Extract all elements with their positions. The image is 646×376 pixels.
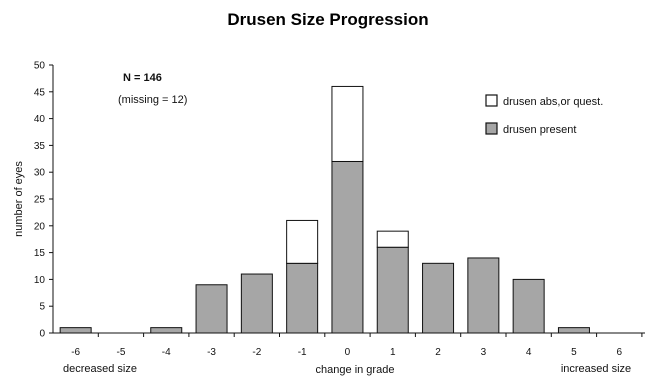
bar-drusen-present-1 (376, 246, 409, 334)
y-tick-label: 15 (34, 248, 46, 259)
y-tick-label: 5 (39, 302, 45, 313)
bar-drusen-present-2 (422, 262, 455, 334)
y-tick-label: 25 (34, 195, 46, 206)
y-tick-label: 0 (39, 329, 45, 340)
bar-drusen-present--3 (195, 284, 228, 334)
legend: drusen abs,or quest. drusen present (485, 94, 603, 136)
y-ticks: 0 5 10 15 20 25 30 35 40 45 50 (34, 61, 53, 340)
x-tick-label: 0 (345, 347, 351, 358)
bar-drusen-present-0 (331, 160, 364, 334)
x-tick-label: 5 (571, 347, 577, 358)
bar-drusen-absent--1 (286, 219, 319, 264)
x-tick-label: 1 (390, 347, 396, 358)
x-axis-left-end-label: decreased size (63, 363, 137, 375)
x-tick-label: 6 (616, 347, 622, 358)
bar-drusen-present-5 (557, 327, 590, 334)
bar-drusen-present-3 (467, 257, 500, 334)
annotation-missing: (missing = 12) (118, 94, 187, 106)
legend-label-absent: drusen abs,or quest. (503, 96, 603, 108)
x-axis-label: change in grade (316, 364, 395, 376)
bars-group (59, 85, 590, 334)
legend-label-present: drusen present (503, 124, 576, 136)
legend-swatch-absent (485, 94, 498, 107)
x-tick-label: 3 (481, 347, 487, 358)
y-tick-label: 35 (34, 141, 46, 152)
y-tick-label: 20 (34, 221, 46, 232)
y-tick-label: 50 (34, 61, 46, 72)
x-tick-label: -1 (298, 347, 307, 358)
annotation-n: N = 146 (123, 72, 162, 84)
bar-drusen-absent-0 (331, 85, 364, 162)
x-tick-label: 2 (435, 347, 441, 358)
y-tick-label: 45 (34, 87, 46, 98)
chart-title: Drusen Size Progression (227, 10, 428, 29)
x-tick-label: -2 (252, 347, 261, 358)
x-axis-right-end-label: increased size (561, 363, 631, 375)
y-axis-label: number of eyes (13, 161, 25, 237)
x-tick-label: 4 (526, 347, 532, 358)
legend-swatch-present (485, 122, 498, 135)
y-tick-label: 40 (34, 114, 46, 125)
x-tick-label: -4 (162, 347, 171, 358)
x-tick-label: -6 (71, 347, 80, 358)
bar-drusen-present-4 (512, 278, 545, 334)
bar-drusen-present--4 (150, 327, 183, 334)
y-tick-label: 10 (34, 275, 46, 286)
x-tick-label: -3 (207, 347, 216, 358)
bar-drusen-present--2 (240, 273, 273, 334)
x-tick-label: -5 (116, 347, 125, 358)
bar-drusen-present--1 (286, 262, 319, 334)
x-ticks: -6 -5 -4 -3 -2 -1 0 1 2 3 4 5 6 (71, 333, 643, 358)
y-tick-label: 30 (34, 168, 46, 179)
bar-drusen-present--6 (59, 327, 92, 334)
bar-drusen-absent-1 (376, 230, 409, 248)
